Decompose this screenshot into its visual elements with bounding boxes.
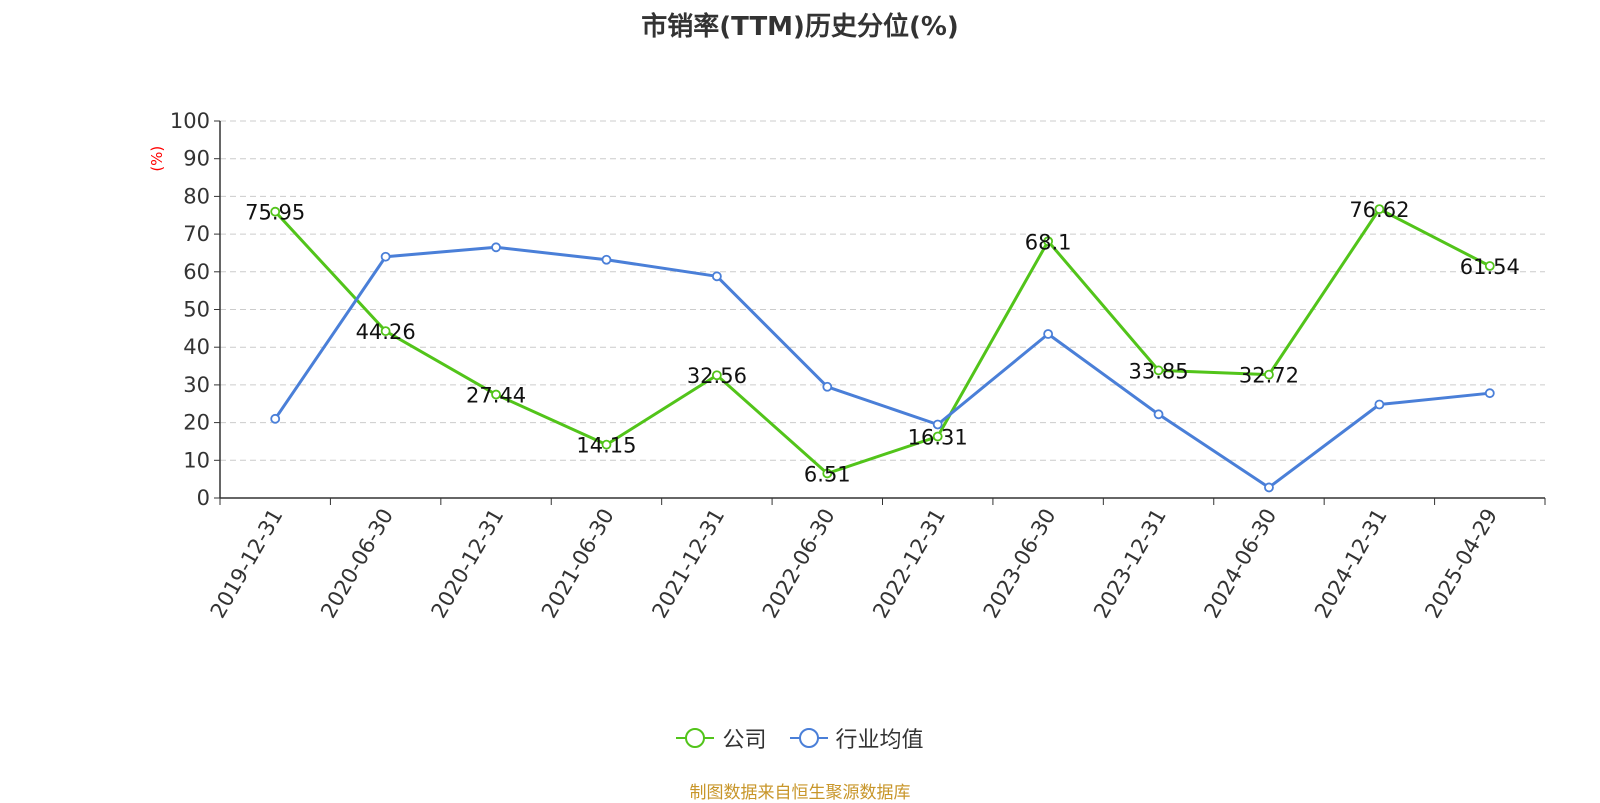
x-tick-label: 2025-04-29 [1420, 505, 1502, 623]
series-0-point [1484, 261, 1495, 271]
y-tick-label: 60 [183, 260, 210, 284]
x-tick-label: 2019-12-31 [206, 505, 288, 623]
series-line-0 [274, 207, 1491, 475]
x-tick-label: 2023-06-30 [979, 505, 1061, 623]
x-tick-label: 2021-06-30 [537, 505, 619, 623]
y-tick-label: 30 [183, 373, 210, 397]
series-1-point [711, 271, 722, 282]
y-tick-label: 40 [183, 335, 210, 359]
series-0-point [380, 326, 391, 337]
legend-company-label: 公司 [722, 728, 767, 753]
legend-industry-label: 行业均值 [835, 728, 924, 753]
series-0-point [491, 389, 501, 400]
series-1-point [932, 419, 943, 430]
series-0-data-label: 27.44 [466, 384, 526, 408]
series-0-point [270, 206, 281, 217]
series-1-point [1043, 329, 1054, 339]
legend-company-marker [676, 728, 715, 748]
series-1-point [1374, 399, 1385, 410]
series-0-point [1374, 204, 1385, 215]
series-1-point [270, 413, 281, 424]
legend-industry-circle [798, 728, 819, 748]
axes: 0 10 20 30 40 50 60 70 80 90 100(%) 2019-12-31 2020-… [148, 109, 1546, 623]
series-1-point [380, 251, 391, 262]
series-0-point [1043, 236, 1054, 247]
data-labels: 75.95 44.26 27.44 14.15 32.56 6.51 16.31 68.1 33… [245, 198, 1520, 486]
series-0-data-label: 76.62 [1349, 198, 1409, 222]
series-0-data-label: 61.54 [1460, 255, 1520, 279]
series-1-point [822, 381, 833, 392]
x-tick-label: 2021-12-31 [647, 505, 729, 623]
y-tick-label: 90 [183, 147, 210, 171]
y-axis-label: (%) [148, 146, 166, 172]
y-tick-label: 70 [183, 222, 210, 246]
series-1-point [1153, 409, 1164, 420]
y-tick-label: 80 [183, 184, 210, 208]
series-1-point [491, 242, 501, 253]
series-0-data-label: 32.72 [1239, 364, 1299, 388]
y-tick-label: 0 [197, 486, 210, 510]
x-tick-label: 2024-06-30 [1199, 505, 1281, 623]
series-lines [270, 204, 1495, 493]
x-tick-label: 2020-12-31 [427, 505, 509, 623]
y-tick-label: 10 [183, 448, 210, 472]
grid-lines [220, 120, 1545, 461]
series-0-point [601, 439, 612, 450]
series-0-data-label: 33.85 [1128, 359, 1188, 383]
series-0-data-label: 68.1 [1025, 230, 1072, 254]
legend-company-circle [685, 728, 706, 748]
series-0-data-label: 14.15 [576, 434, 636, 458]
series-1-point [601, 254, 612, 265]
series-0-data-label: 75.95 [245, 201, 305, 225]
series-0-point [1264, 369, 1274, 380]
legend-item-company[interactable]: 公司 [676, 722, 767, 754]
y-tick-label: 100 [170, 109, 210, 133]
series-line-1 [273, 245, 1490, 489]
series-1-point [1484, 388, 1495, 399]
y-tick-label: 50 [183, 298, 210, 322]
series-1-point [1264, 482, 1274, 493]
x-tick-label: 2020-06-30 [316, 505, 398, 623]
x-tick-label: 2024-12-31 [1310, 505, 1392, 623]
series-0-data-label: 32.56 [687, 364, 747, 388]
legend-industry-marker [789, 728, 828, 748]
y-tick-label: 20 [183, 411, 210, 435]
series-0-data-label: 16.31 [908, 426, 968, 450]
series-0-point [711, 370, 722, 381]
x-tick-label: 2023-12-31 [1089, 505, 1171, 623]
x-tick-label: 2022-12-31 [868, 505, 950, 623]
series-0-data-label: 6.51 [804, 462, 851, 486]
series-0-data-label: 44.26 [356, 320, 416, 344]
legend: 公司 行业均值 [0, 722, 1600, 755]
source-note: 制图数据来自恒生聚源数据库 [689, 783, 911, 803]
series-0-point [1153, 365, 1164, 376]
chart-title: 市销率(TTM)历史分位(%) [641, 12, 959, 42]
series-0-point [822, 468, 833, 479]
series-0-point [932, 431, 943, 442]
legend-item-industry[interactable]: 行业均值 [789, 722, 924, 754]
x-tick-label: 2022-06-30 [758, 505, 840, 623]
